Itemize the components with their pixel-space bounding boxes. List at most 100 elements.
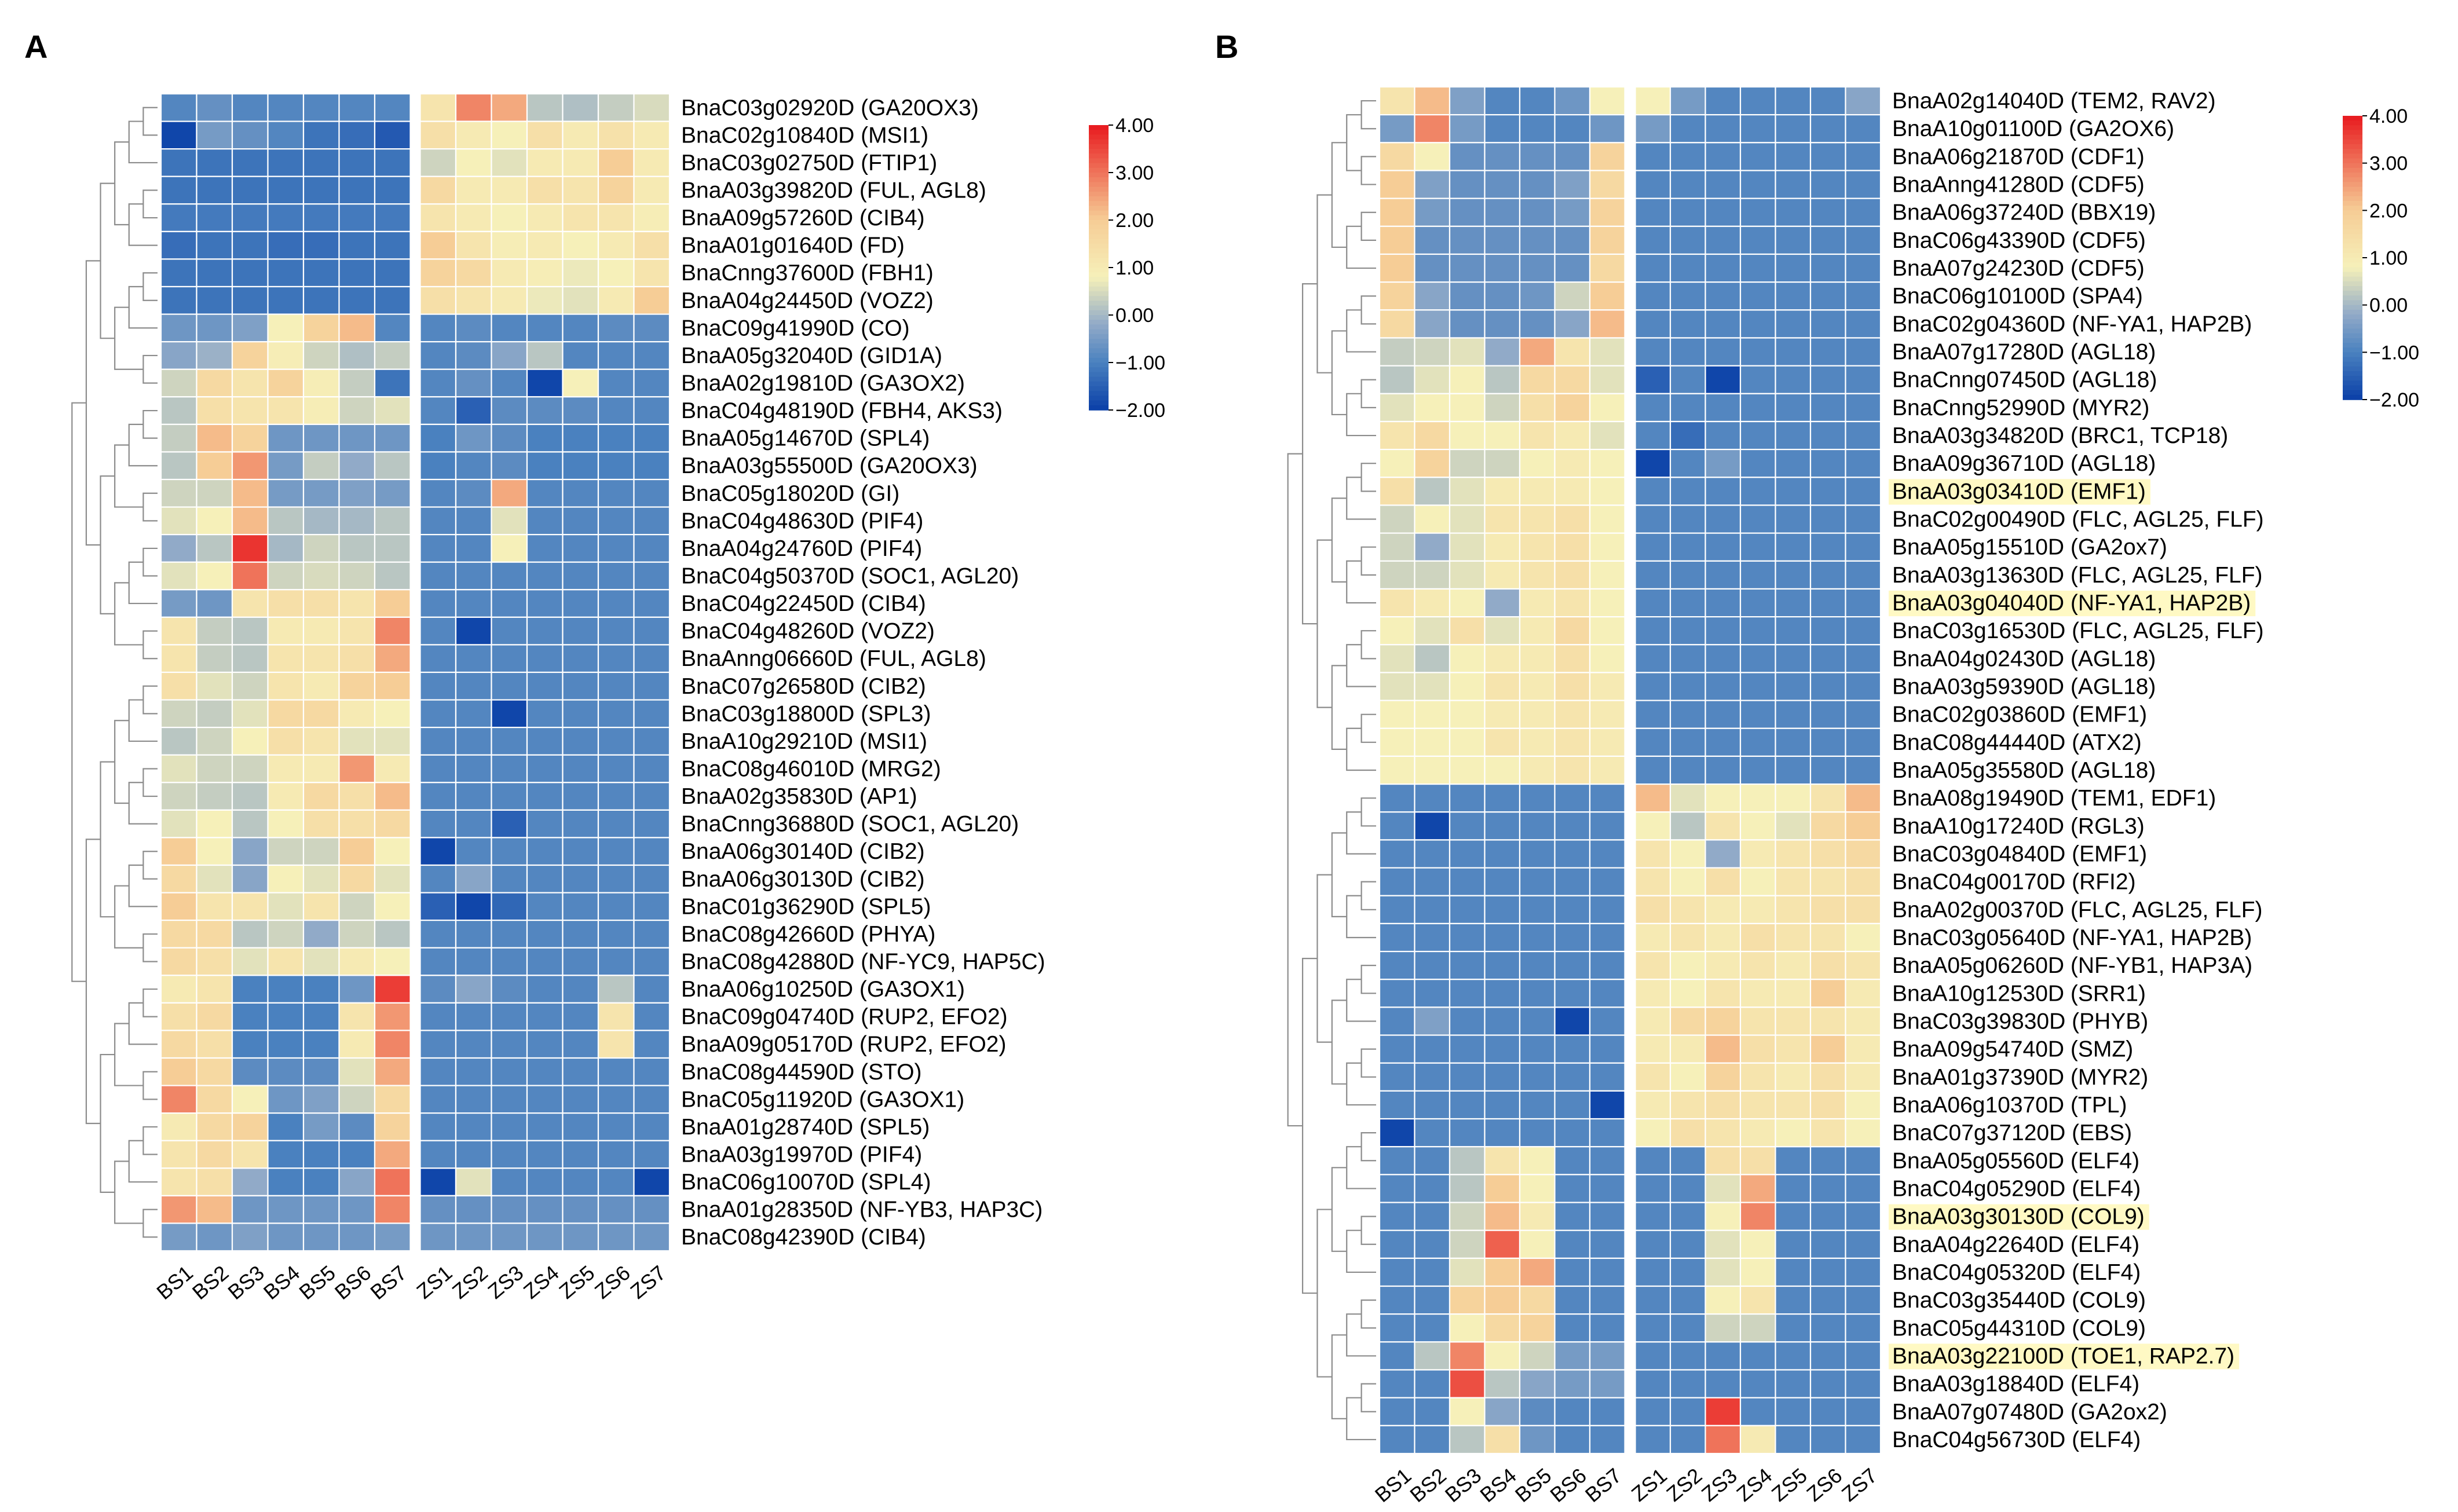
heatmap-cell (1669, 1118, 1706, 1148)
heatmap-cell (1809, 727, 1846, 757)
heatmap-cell (1449, 1425, 1486, 1455)
heatmap-cell (491, 423, 528, 453)
heatmap-cell (633, 396, 671, 425)
heatmap-cell (1519, 253, 1556, 283)
heatmap-cell (1449, 783, 1486, 813)
heatmap-cell (374, 1195, 411, 1224)
colorbar-segment (1089, 239, 1109, 244)
heatmap-cell (1414, 393, 1451, 423)
heatmap-cell (1809, 86, 1846, 116)
heatmap-cell (302, 148, 340, 177)
row-label: BnaA06g30130D (CIB2) (681, 867, 925, 892)
heatmap-cell (374, 175, 411, 205)
heatmap-cell (1484, 449, 1521, 478)
heatmap-cell (196, 864, 233, 894)
heatmap-cell (231, 754, 269, 784)
heatmap-cell (1775, 727, 1812, 757)
heatmap-cell (1775, 811, 1812, 841)
heatmap-cell (1634, 504, 1671, 534)
heatmap-cell (633, 1057, 671, 1086)
heatmap-cell (1519, 950, 1556, 980)
heatmap-cell (1739, 86, 1776, 116)
row-label: BnaA10g17240D (RGL3) (1892, 814, 2145, 839)
heatmap-cell (562, 561, 599, 591)
heatmap-cell (302, 892, 340, 921)
row-label: BnaA06g30140D (CIB2) (681, 839, 925, 864)
heatmap-cell (1589, 1229, 1626, 1259)
dendrogram-branch (114, 444, 144, 508)
heatmap-cell (491, 616, 528, 646)
heatmap-cell (1704, 644, 1742, 673)
heatmap-cell (1519, 588, 1556, 618)
colorbar-segment (1089, 248, 1109, 254)
heatmap-cell (1775, 783, 1812, 813)
row-label: BnaC09g04740D (RUP2, EFO2) (681, 1005, 1008, 1030)
heatmap-cell (562, 809, 599, 839)
heatmap-cell (1775, 1425, 1812, 1455)
heatmap-cell (1809, 420, 1846, 451)
heatmap-cell (1634, 560, 1671, 590)
heatmap-cell (1484, 1341, 1521, 1371)
heatmap-cell (597, 644, 635, 673)
heatmap-cell (1634, 477, 1671, 506)
heatmap-cell (597, 1222, 635, 1252)
heatmap-cell (1634, 337, 1671, 367)
heatmap-cell (1809, 1062, 1846, 1092)
heatmap-cell (1414, 588, 1451, 618)
heatmap-cell (1449, 1341, 1486, 1371)
dendrogram-branch (100, 182, 115, 339)
heatmap-cell (562, 1030, 599, 1059)
heatmap-cell (1484, 1285, 1521, 1315)
heatmap-cell (231, 1140, 269, 1169)
colorbar-segment (1089, 167, 1109, 173)
heatmap-cell (160, 506, 197, 536)
heatmap-cell (1554, 950, 1591, 980)
colorbar-tick-label: 0.00 (2369, 295, 2408, 317)
heatmap-cell (302, 947, 340, 976)
heatmap-cell (562, 534, 599, 563)
heatmap-cell (1704, 1257, 1742, 1287)
heatmap-cell (1634, 1174, 1671, 1203)
heatmap-cell (1634, 1369, 1671, 1398)
heatmap-cell (338, 1057, 376, 1086)
heatmap-cell (160, 947, 197, 976)
heatmap-cell (1775, 672, 1812, 701)
heatmap-cells (1378, 86, 1882, 1455)
heatmap-cell (231, 148, 269, 177)
heatmap-cell (1414, 1369, 1451, 1398)
heatmap-cell (455, 782, 492, 811)
heatmap-cell (419, 727, 457, 756)
heatmap-cell (267, 644, 305, 673)
heatmap-cell (597, 1030, 635, 1059)
heatmap-cell (1809, 504, 1846, 534)
heatmap-cell (455, 947, 492, 976)
heatmap-cell (1449, 1257, 1486, 1287)
heatmap-cell (160, 1222, 197, 1252)
heatmap-cell (1589, 86, 1626, 116)
heatmap-cell (1809, 672, 1846, 701)
heatmap-cell (1414, 1090, 1451, 1120)
heatmap-cell (267, 396, 305, 425)
heatmap-cell (1669, 1313, 1706, 1343)
heatmap-cell (338, 285, 376, 315)
heatmap-cell (267, 120, 305, 150)
heatmap-cell (1704, 1034, 1742, 1064)
heatmap-cell (1519, 365, 1556, 394)
heatmap-cell (302, 699, 340, 728)
heatmap-cell (633, 644, 671, 673)
heatmap-cell (419, 947, 457, 976)
heatmap-cell (1809, 1118, 1846, 1148)
heatmap-cell (160, 644, 197, 673)
heatmap-cell (302, 451, 340, 481)
row-label: BnaA03g19970D (PIF4) (681, 1143, 922, 1167)
heatmap-cell (1414, 253, 1451, 283)
heatmap-cell (1704, 1369, 1742, 1398)
row-label: BnaC03g16530D (FLC, AGL25, FLF) (1892, 618, 2264, 643)
heatmap-cell (491, 1085, 528, 1114)
heatmap-cell (1414, 1285, 1451, 1315)
heatmap-cell (231, 1167, 269, 1196)
heatmap-cell (267, 478, 305, 508)
dendrogram-branch (1360, 156, 1376, 185)
heatmap-cell (597, 451, 635, 481)
